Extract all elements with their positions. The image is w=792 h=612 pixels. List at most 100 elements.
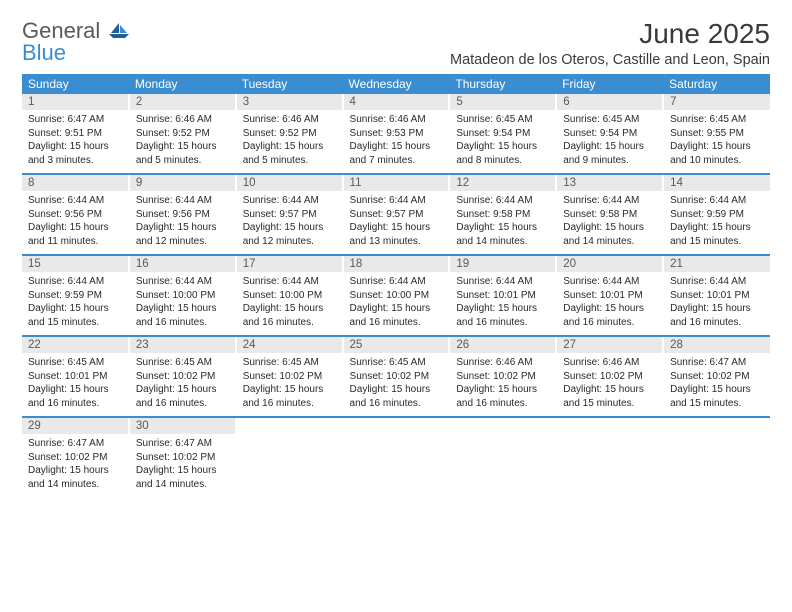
day-number-cell: 8 (22, 175, 129, 191)
day-number-cell (556, 418, 663, 434)
day-number-cell: 21 (663, 256, 770, 272)
sunset-text: Sunset: 9:58 PM (563, 208, 656, 222)
day-number-cell: 28 (663, 337, 770, 353)
sunset-text: Sunset: 9:57 PM (350, 208, 443, 222)
sunrise-text: Sunrise: 6:45 AM (136, 356, 229, 370)
day-number-cell: 27 (556, 337, 663, 353)
sunrise-text: Sunrise: 6:47 AM (28, 113, 122, 127)
day-number-cell: 18 (343, 256, 450, 272)
day-number-row: 2930 (22, 418, 770, 434)
sunrise-text: Sunrise: 6:46 AM (563, 356, 656, 370)
sunrise-text: Sunrise: 6:46 AM (243, 113, 336, 127)
sunrise-text: Sunrise: 6:45 AM (243, 356, 336, 370)
daylight-text: Daylight: 15 hours and 16 minutes. (670, 302, 764, 329)
daylight-text: Daylight: 15 hours and 16 minutes. (243, 302, 336, 329)
daylight-text: Daylight: 15 hours and 16 minutes. (456, 383, 549, 410)
day-detail-cell: Sunrise: 6:45 AMSunset: 10:02 PMDaylight… (343, 353, 450, 416)
daylight-text: Daylight: 15 hours and 14 minutes. (136, 464, 229, 491)
sunrise-text: Sunrise: 6:46 AM (136, 113, 229, 127)
day-detail-cell: Sunrise: 6:47 AMSunset: 10:02 PMDaylight… (129, 434, 236, 497)
sunset-text: Sunset: 9:59 PM (670, 208, 764, 222)
day-detail-cell (449, 434, 556, 497)
sunrise-text: Sunrise: 6:47 AM (28, 437, 122, 451)
day-detail-cell: Sunrise: 6:44 AMSunset: 9:58 PMDaylight:… (556, 191, 663, 254)
day-detail-cell (236, 434, 343, 497)
day-detail-cell: Sunrise: 6:47 AMSunset: 9:51 PMDaylight:… (22, 110, 129, 173)
day-number-cell: 9 (129, 175, 236, 191)
daylight-text: Daylight: 15 hours and 15 minutes. (563, 383, 656, 410)
sunset-text: Sunset: 10:02 PM (456, 370, 549, 384)
daylight-text: Daylight: 15 hours and 14 minutes. (563, 221, 656, 248)
sunrise-text: Sunrise: 6:44 AM (243, 194, 336, 208)
logo-sailboat-icon (109, 18, 129, 43)
sunset-text: Sunset: 10:00 PM (136, 289, 229, 303)
daylight-text: Daylight: 15 hours and 13 minutes. (350, 221, 443, 248)
sunrise-text: Sunrise: 6:44 AM (670, 194, 764, 208)
sunset-text: Sunset: 9:59 PM (28, 289, 122, 303)
day-number-cell: 13 (556, 175, 663, 191)
daylight-text: Daylight: 15 hours and 15 minutes. (670, 383, 764, 410)
day-detail-cell: Sunrise: 6:46 AMSunset: 10:02 PMDaylight… (449, 353, 556, 416)
sunrise-text: Sunrise: 6:44 AM (670, 275, 764, 289)
day-number-cell (663, 418, 770, 434)
sunrise-text: Sunrise: 6:47 AM (670, 356, 764, 370)
sunset-text: Sunset: 9:52 PM (136, 127, 229, 141)
daylight-text: Daylight: 15 hours and 9 minutes. (563, 140, 656, 167)
day-number-cell: 25 (343, 337, 450, 353)
day-header: Thursday (449, 74, 556, 94)
day-number-cell: 10 (236, 175, 343, 191)
day-detail-cell: Sunrise: 6:46 AMSunset: 10:02 PMDaylight… (556, 353, 663, 416)
day-detail-cell: Sunrise: 6:46 AMSunset: 9:53 PMDaylight:… (343, 110, 450, 173)
day-detail-cell: Sunrise: 6:44 AMSunset: 9:57 PMDaylight:… (343, 191, 450, 254)
daylight-text: Daylight: 15 hours and 5 minutes. (243, 140, 336, 167)
sunset-text: Sunset: 10:01 PM (563, 289, 656, 303)
day-detail-cell (663, 434, 770, 497)
sunset-text: Sunset: 9:54 PM (456, 127, 549, 141)
calendar-table: Sunday Monday Tuesday Wednesday Thursday… (22, 74, 770, 497)
sunrise-text: Sunrise: 6:44 AM (563, 194, 656, 208)
logo: General Blue (22, 18, 129, 66)
day-number-cell: 20 (556, 256, 663, 272)
day-number-cell (449, 418, 556, 434)
day-number-cell: 6 (556, 94, 663, 110)
sunrise-text: Sunrise: 6:47 AM (136, 437, 229, 451)
daylight-text: Daylight: 15 hours and 16 minutes. (136, 302, 229, 329)
day-detail-cell: Sunrise: 6:44 AMSunset: 9:59 PMDaylight:… (22, 272, 129, 335)
daylight-text: Daylight: 15 hours and 16 minutes. (28, 383, 122, 410)
sunset-text: Sunset: 9:52 PM (243, 127, 336, 141)
daylight-text: Daylight: 15 hours and 12 minutes. (136, 221, 229, 248)
daylight-text: Daylight: 15 hours and 7 minutes. (350, 140, 443, 167)
sunrise-text: Sunrise: 6:44 AM (456, 194, 549, 208)
sunset-text: Sunset: 10:02 PM (136, 370, 229, 384)
day-detail-cell: Sunrise: 6:44 AMSunset: 10:01 PMDaylight… (663, 272, 770, 335)
daylight-text: Daylight: 15 hours and 10 minutes. (670, 140, 764, 167)
sunset-text: Sunset: 10:01 PM (456, 289, 549, 303)
day-detail-row: Sunrise: 6:44 AM Sunset: 9:59 PM Daylight:… (22, 272, 770, 335)
day-header: Friday (556, 74, 663, 94)
day-number-cell: 5 (449, 94, 556, 110)
day-number-cell: 24 (236, 337, 343, 353)
sunrise-text: Sunrise: 6:46 AM (350, 113, 443, 127)
day-detail-cell: Sunrise: 6:44 AMSunset: 10:00 PMDaylight… (236, 272, 343, 335)
day-detail-cell: Sunrise: 6:45 AMSunset: 10:02 PMDaylight… (129, 353, 236, 416)
day-number-cell: 26 (449, 337, 556, 353)
daylight-text: Daylight: 15 hours and 15 minutes. (670, 221, 764, 248)
sunset-text: Sunset: 10:02 PM (136, 451, 229, 465)
day-detail-cell: Sunrise: 6:45 AMSunset: 10:02 PMDaylight… (236, 353, 343, 416)
day-detail-cell (343, 434, 450, 497)
sunrise-text: Sunrise: 6:44 AM (136, 194, 229, 208)
sunset-text: Sunset: 10:02 PM (28, 451, 122, 465)
sunset-text: Sunset: 10:02 PM (350, 370, 443, 384)
day-detail-cell: Sunrise: 6:47 AMSunset: 10:02 PMDaylight… (663, 353, 770, 416)
daylight-text: Daylight: 15 hours and 16 minutes. (136, 383, 229, 410)
day-header: Monday (129, 74, 236, 94)
sunrise-text: Sunrise: 6:44 AM (136, 275, 229, 289)
sunset-text: Sunset: 9:54 PM (563, 127, 656, 141)
day-header-row: Sunday Monday Tuesday Wednesday Thursday… (22, 74, 770, 94)
day-number-row: 22232425262728 (22, 337, 770, 353)
day-number-cell: 29 (22, 418, 129, 434)
day-header: Wednesday (343, 74, 450, 94)
sunset-text: Sunset: 10:01 PM (670, 289, 764, 303)
daylight-text: Daylight: 15 hours and 16 minutes. (350, 383, 443, 410)
day-number-cell: 23 (129, 337, 236, 353)
